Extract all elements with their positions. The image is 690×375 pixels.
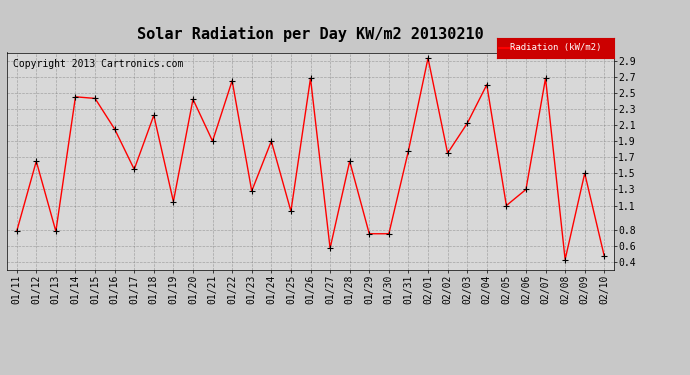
Text: Copyright 2013 Cartronics.com: Copyright 2013 Cartronics.com [13, 59, 184, 69]
Text: Solar Radiation per Day KW/m2 20130210: Solar Radiation per Day KW/m2 20130210 [137, 26, 484, 42]
Text: Radiation (kW/m2): Radiation (kW/m2) [510, 44, 601, 52]
